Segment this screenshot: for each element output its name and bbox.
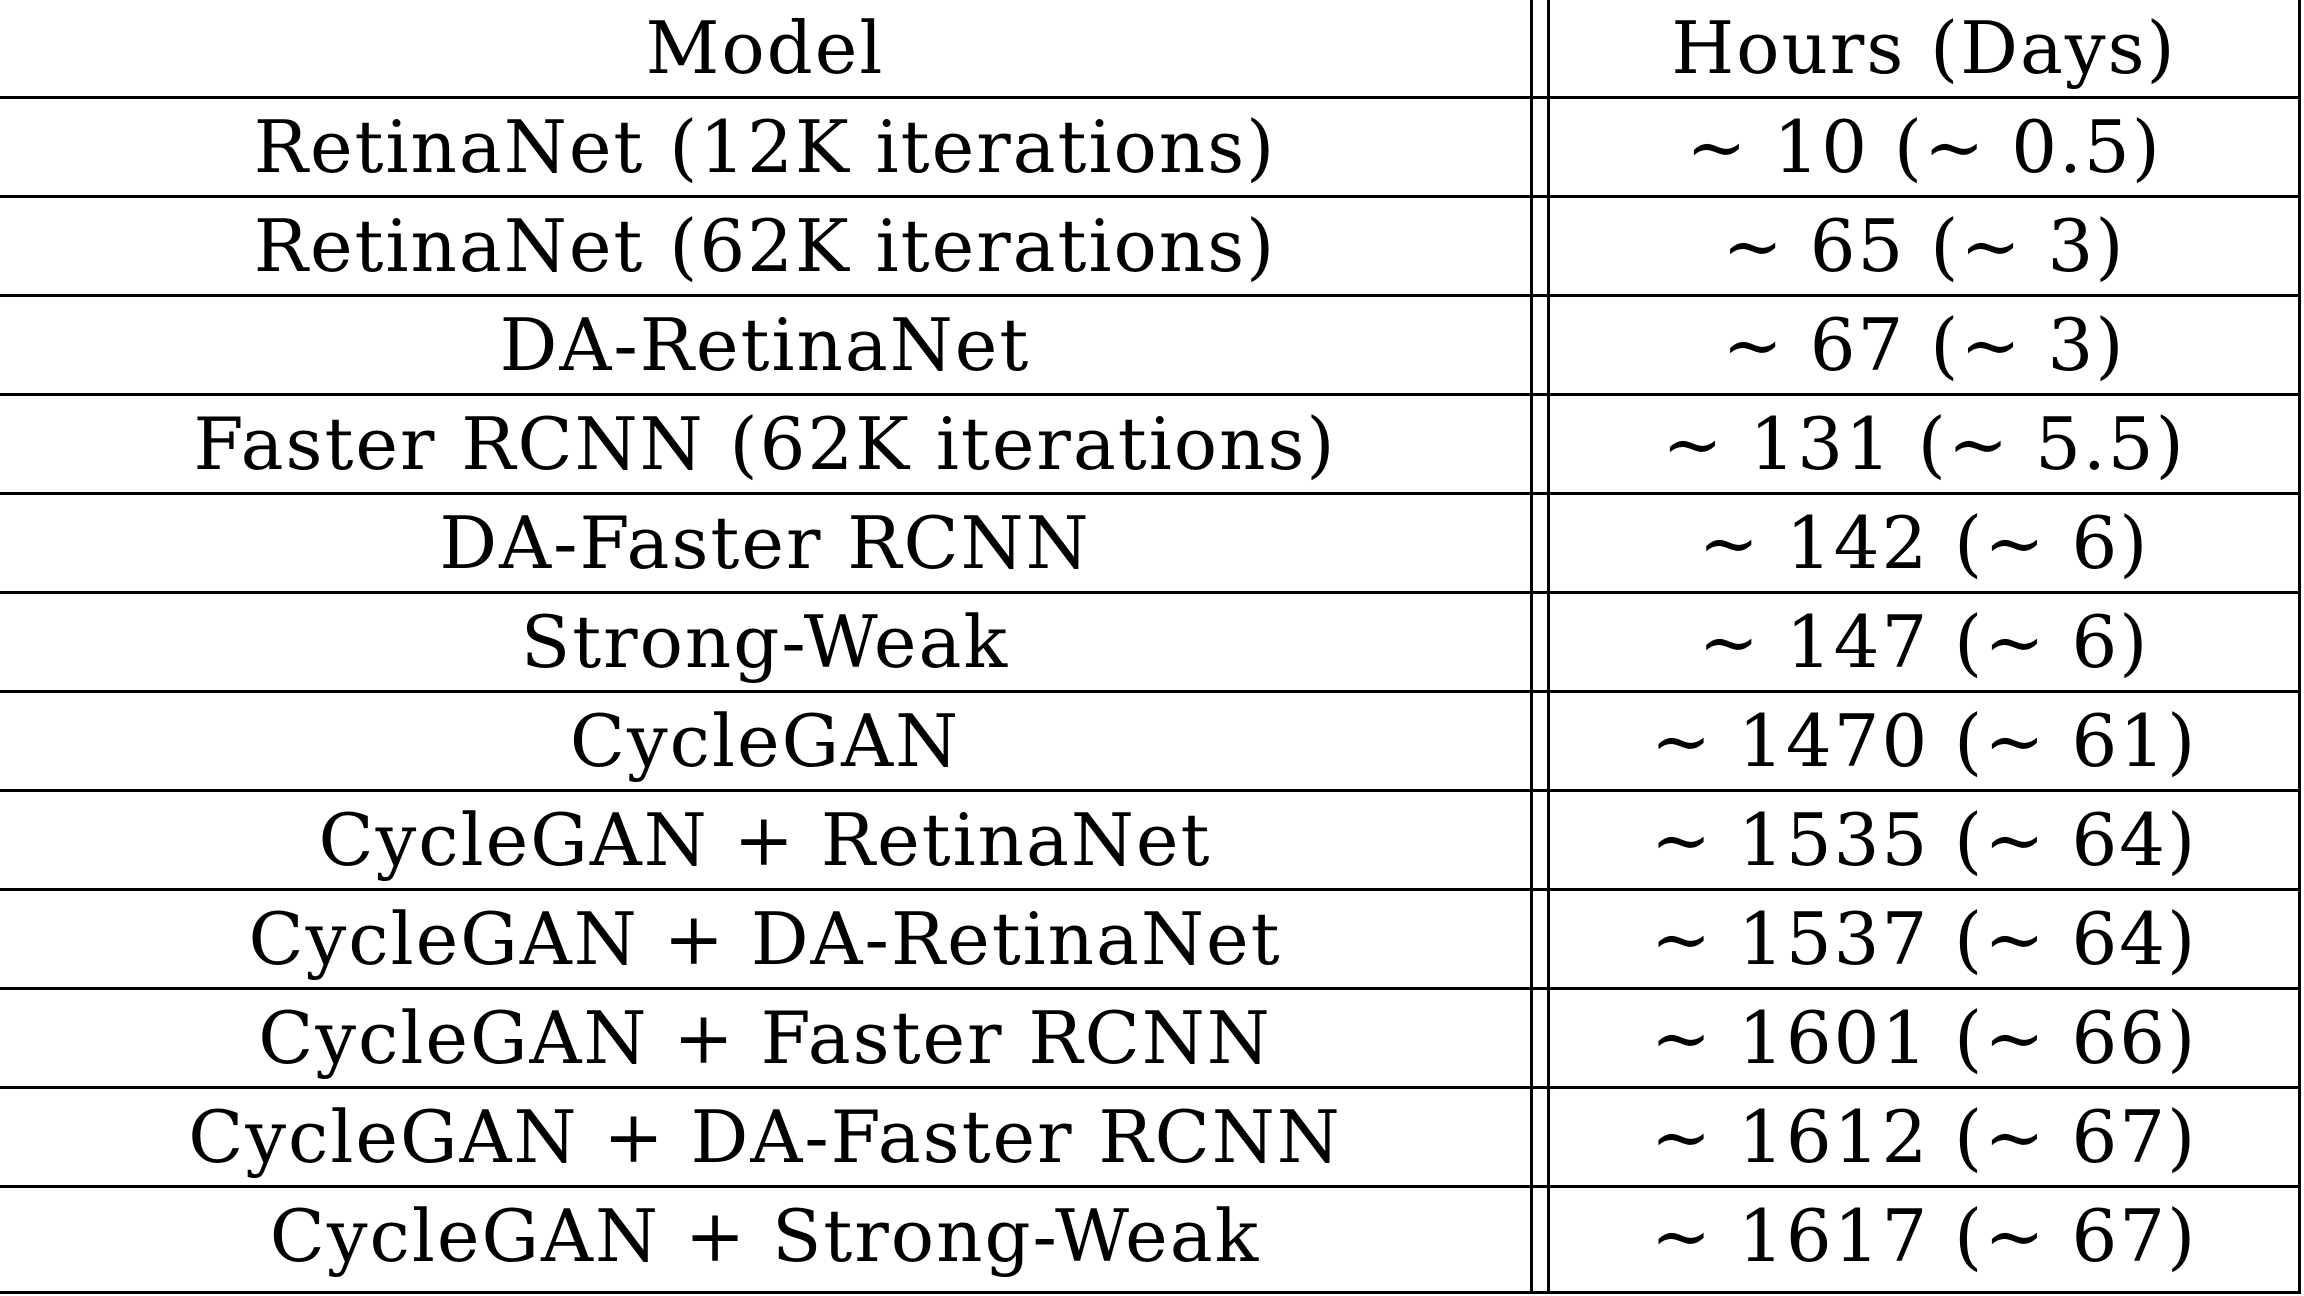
- header-row: Model Hours (Days): [0, 0, 2298, 99]
- hours-cell: ∼ 142 (∼ 6): [1698, 501, 2150, 585]
- hours-cell: ∼ 1537 (∼ 64): [1650, 897, 2198, 981]
- model-cell: CycleGAN + Faster RCNN: [258, 996, 1272, 1080]
- table-row: CycleGAN ∼ 1470 (∼ 61): [0, 693, 2298, 792]
- model-cell: DA-RetinaNet: [499, 303, 1031, 387]
- model-cell: RetinaNet (12K iterations): [253, 105, 1277, 189]
- table-row: CycleGAN + Strong-Weak ∼ 1617 (∼ 67): [0, 1188, 2298, 1287]
- model-cell: DA-Faster RCNN: [439, 501, 1091, 585]
- model-cell: CycleGAN + Strong-Weak: [269, 1194, 1261, 1278]
- model-cell: RetinaNet (62K iterations): [253, 204, 1277, 288]
- hours-cell: ∼ 1470 (∼ 61): [1650, 699, 2198, 783]
- column-divider-right: [1547, 0, 1550, 1294]
- header-hours: Hours (Days): [1671, 6, 2177, 90]
- table-row: DA-Faster RCNN ∼ 142 (∼ 6): [0, 495, 2298, 594]
- hours-cell: ∼ 67 (∼ 3): [1722, 303, 2126, 387]
- hours-cell: ∼ 1535 (∼ 64): [1650, 798, 2198, 882]
- model-cell: CycleGAN + DA-RetinaNet: [248, 897, 1282, 981]
- model-cell: CycleGAN: [569, 699, 961, 783]
- table-row: CycleGAN + Faster RCNN ∼ 1601 (∼ 66): [0, 990, 2298, 1089]
- hours-cell: ∼ 1612 (∼ 67): [1650, 1095, 2198, 1179]
- table-row: Strong-Weak ∼ 147 (∼ 6): [0, 594, 2298, 693]
- hours-cell: ∼ 131 (∼ 5.5): [1662, 402, 2186, 486]
- hours-cell: ∼ 147 (∼ 6): [1698, 600, 2150, 684]
- model-cell: Faster RCNN (62K iterations): [193, 402, 1337, 486]
- table-row: RetinaNet (12K iterations) ∼ 10 (∼ 0.5): [0, 99, 2298, 198]
- column-divider-left: [1530, 0, 1533, 1294]
- table-row: Faster RCNN (62K iterations) ∼ 131 (∼ 5.…: [0, 396, 2298, 495]
- hours-cell: ∼ 1601 (∼ 66): [1650, 996, 2198, 1080]
- table-row: CycleGAN + DA-Faster RCNN ∼ 1612 (∼ 67): [0, 1089, 2298, 1188]
- model-cell: Strong-Weak: [520, 600, 1010, 684]
- table-row: CycleGAN + DA-RetinaNet ∼ 1537 (∼ 64): [0, 891, 2298, 990]
- hours-cell: ∼ 1617 (∼ 67): [1650, 1194, 2198, 1278]
- hours-cell: ∼ 65 (∼ 3): [1722, 204, 2126, 288]
- model-cell: CycleGAN + RetinaNet: [318, 798, 1212, 882]
- table-row: CycleGAN + RetinaNet ∼ 1535 (∼ 64): [0, 792, 2298, 891]
- model-cell: CycleGAN + DA-Faster RCNN: [188, 1095, 1342, 1179]
- hours-cell: ∼ 10 (∼ 0.5): [1686, 105, 2162, 189]
- table-row: DA-RetinaNet ∼ 67 (∼ 3): [0, 297, 2298, 396]
- table-row: RetinaNet (62K iterations) ∼ 65 (∼ 3): [0, 198, 2298, 297]
- header-model: Model: [645, 6, 885, 90]
